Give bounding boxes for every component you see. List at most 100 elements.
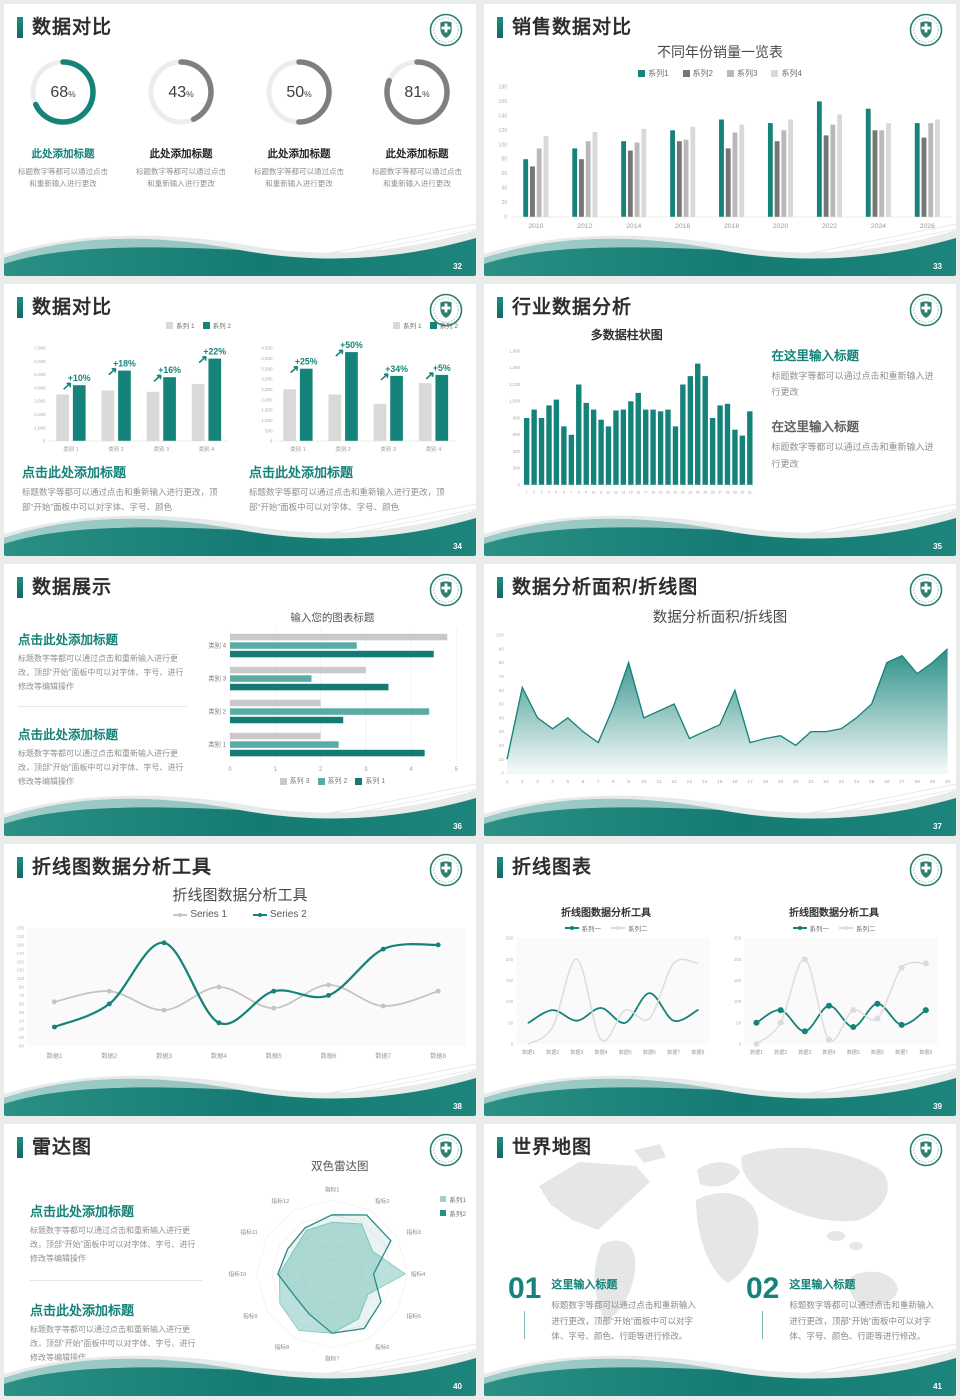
- slide-header: 数据对比: [4, 284, 476, 327]
- svg-text:50: 50: [736, 1020, 742, 1025]
- svg-text:数据4: 数据4: [823, 1049, 836, 1056]
- svg-text:2,000: 2,000: [34, 412, 46, 417]
- svg-text:230: 230: [17, 926, 25, 931]
- svg-text:100: 100: [496, 633, 504, 638]
- svg-text:70: 70: [19, 993, 25, 998]
- svg-text:180: 180: [498, 85, 507, 91]
- svg-text:5,000: 5,000: [34, 372, 46, 377]
- svg-text:12: 12: [671, 779, 677, 784]
- svg-text:81%: 81%: [404, 84, 430, 101]
- slide-33[interactable]: 销售数据对比 不同年份销量一览表 系列1 系列2 系列3 系列4 0 20 40 60 80 1…: [484, 4, 956, 276]
- svg-text:类别 1: 类别 1: [63, 445, 78, 453]
- svg-text:3,000: 3,000: [261, 377, 273, 382]
- svg-text:16: 16: [732, 779, 738, 784]
- svg-text:+5%: +5%: [433, 363, 451, 373]
- note-block: 点击此处添加标题 标题数字等都可以通过点击和重新输入进行更改，顶部“开始”面板中…: [18, 706, 187, 789]
- svg-text:类别 2: 类别 2: [208, 706, 226, 715]
- svg-text:+34%: +34%: [385, 364, 408, 374]
- chart-legend: Series 1 Series 2: [4, 909, 476, 920]
- svg-text:21: 21: [808, 779, 814, 784]
- svg-text:类别 4: 类别 4: [208, 640, 226, 649]
- slide-41[interactable]: 世界地图 01 这里输入标题 标题数字等都可以通过点击和重新输入进行更改，顶部“…: [484, 1124, 956, 1396]
- svg-text:指标8: 指标8: [274, 1343, 289, 1351]
- line-chart-panel: 折线图数据分析工具 系列一 系列二 0 50 100 150 200 250 数据1 数据2 数据3 数…: [498, 904, 714, 1058]
- svg-text:数据1: 数据1: [522, 1049, 535, 1056]
- title-accent-bar: [497, 857, 503, 878]
- svg-text:90: 90: [19, 985, 25, 990]
- hospital-logo-icon: [909, 853, 943, 887]
- svg-text:4,500: 4,500: [261, 346, 273, 351]
- donut-desc: 标题数字等都可以通过点击和重新输入进行更改: [254, 167, 344, 189]
- page-number: 41: [933, 1382, 942, 1391]
- svg-text:13: 13: [614, 490, 618, 494]
- svg-text:6,000: 6,000: [34, 359, 46, 364]
- svg-text:指标4: 指标4: [410, 1270, 425, 1278]
- svg-text:2,500: 2,500: [261, 387, 273, 392]
- slide-title: 折线图表: [512, 857, 593, 878]
- chart-legend: 系列1 系列2: [440, 1194, 466, 1222]
- svg-text:2,000: 2,000: [261, 397, 273, 402]
- page-number: 40: [453, 1382, 462, 1391]
- svg-text:3,000: 3,000: [34, 399, 46, 404]
- note-heading: 在这里输入标题: [771, 349, 860, 363]
- svg-text:20: 20: [793, 779, 799, 784]
- svg-text:指标1: 指标1: [324, 1186, 339, 1194]
- title-accent-bar: [17, 17, 23, 38]
- svg-text:数据2: 数据2: [101, 1052, 118, 1060]
- svg-text:17: 17: [747, 779, 753, 784]
- slide-39[interactable]: 折线图表 折线图数据分析工具 系列一 系列二 0 50 100 150 200 250 数据1 数据…: [484, 844, 956, 1116]
- slide-35[interactable]: 行业数据分析 多数据柱状图 0 200 400 600 800 1,000 1,200 1,4…: [484, 284, 956, 556]
- note-body: 标题数字等都可以通过点击和重新输入进行更改，顶部“开始”面板中可以对字体、字号、…: [22, 487, 218, 513]
- svg-text:1,400: 1,400: [509, 365, 521, 370]
- slide-34[interactable]: 数据对比 系列 1 系列 2 0 1,000 2,000 3,000 4,000 5,000 6…: [4, 284, 476, 556]
- slide-40[interactable]: 雷达图 点击此处添加标题 标题数字等都可以通过点击和重新输入进行更改，顶部“开始…: [4, 1124, 476, 1396]
- chart-legend: 系列 3 系列 2 系列 1: [201, 776, 464, 786]
- svg-text:1,600: 1,600: [509, 348, 521, 353]
- svg-text:+16%: +16%: [158, 365, 181, 375]
- svg-text:23: 23: [688, 490, 692, 494]
- slide-36[interactable]: 数据展示 点击此处添加标题 标题数字等都可以通过点击和重新输入进行更改，顶部“开…: [4, 564, 476, 836]
- svg-text:90: 90: [499, 646, 505, 651]
- svg-text:数据8: 数据8: [691, 1049, 704, 1056]
- legend-item: Series 2: [253, 909, 307, 920]
- svg-text:4,000: 4,000: [34, 385, 46, 390]
- slide-32[interactable]: 数据对比 68% 此处添加标题 标题数字等都可以通过点击和重新输入进行更改 43…: [4, 4, 476, 276]
- title-accent-bar: [17, 1137, 23, 1158]
- svg-text:500: 500: [265, 428, 273, 433]
- svg-text:4,000: 4,000: [261, 356, 273, 361]
- item-number: 02: [746, 1274, 779, 1345]
- svg-text:160: 160: [498, 99, 507, 105]
- svg-text:0: 0: [270, 439, 273, 444]
- legend-item: 系列 2: [317, 776, 347, 786]
- svg-text:26: 26: [884, 779, 890, 784]
- svg-text:19: 19: [659, 490, 663, 494]
- svg-text:150: 150: [506, 978, 514, 983]
- svg-text:30: 30: [499, 729, 505, 734]
- svg-text:50%: 50%: [286, 84, 312, 101]
- svg-text:0: 0: [504, 215, 507, 221]
- svg-text:140: 140: [498, 113, 507, 119]
- svg-text:0: 0: [501, 771, 504, 776]
- up-arrow-icon: [380, 373, 389, 381]
- slide-header: 销售数据对比: [484, 4, 956, 47]
- slide-title: 数据分析面积/折线图: [512, 577, 699, 598]
- donut-desc: 标题数字等都可以通过点击和重新输入进行更改: [18, 167, 108, 189]
- line-chart: 0 50 100 150 200 250 数据1 数据2 数据3 数据4 数据5 数据6 数据7 数据8: [726, 934, 942, 1058]
- slide-38[interactable]: 折线图数据分析工具 折线图数据分析工具 Series 1 Series 2 -50…: [4, 844, 476, 1116]
- svg-text:28: 28: [915, 779, 921, 784]
- slide-37[interactable]: 数据分析面积/折线图 数据分析面积/折线图 0 10 20 30 40 50 60 70 80 9…: [484, 564, 956, 836]
- chart-legend: 系列1 系列2 系列3 系列4: [484, 68, 956, 79]
- chart-title: 双色雷达图: [311, 1161, 369, 1173]
- svg-text:30: 30: [945, 779, 951, 784]
- legend-item: 系列4: [771, 68, 802, 79]
- svg-text:2024: 2024: [871, 223, 886, 230]
- svg-text:23: 23: [839, 779, 845, 784]
- up-arrow-icon: [425, 372, 434, 380]
- slide-header: 数据展示: [4, 564, 476, 607]
- note-heading: 点击此处添加标题: [249, 465, 354, 480]
- numbered-item: 02 这里输入标题 标题数字等都可以通过点击和重新输入进行更改，顶部“开始”面板…: [746, 1274, 940, 1345]
- svg-text:数据1: 数据1: [750, 1049, 763, 1056]
- note-block: 点击此处添加标题 标题数字等都可以通过点击和重新输入进行更改，顶部“开始”面板中…: [30, 1201, 202, 1266]
- note-heading: 点击此处添加标题: [18, 633, 119, 647]
- legend-item: 系列 1: [355, 776, 385, 786]
